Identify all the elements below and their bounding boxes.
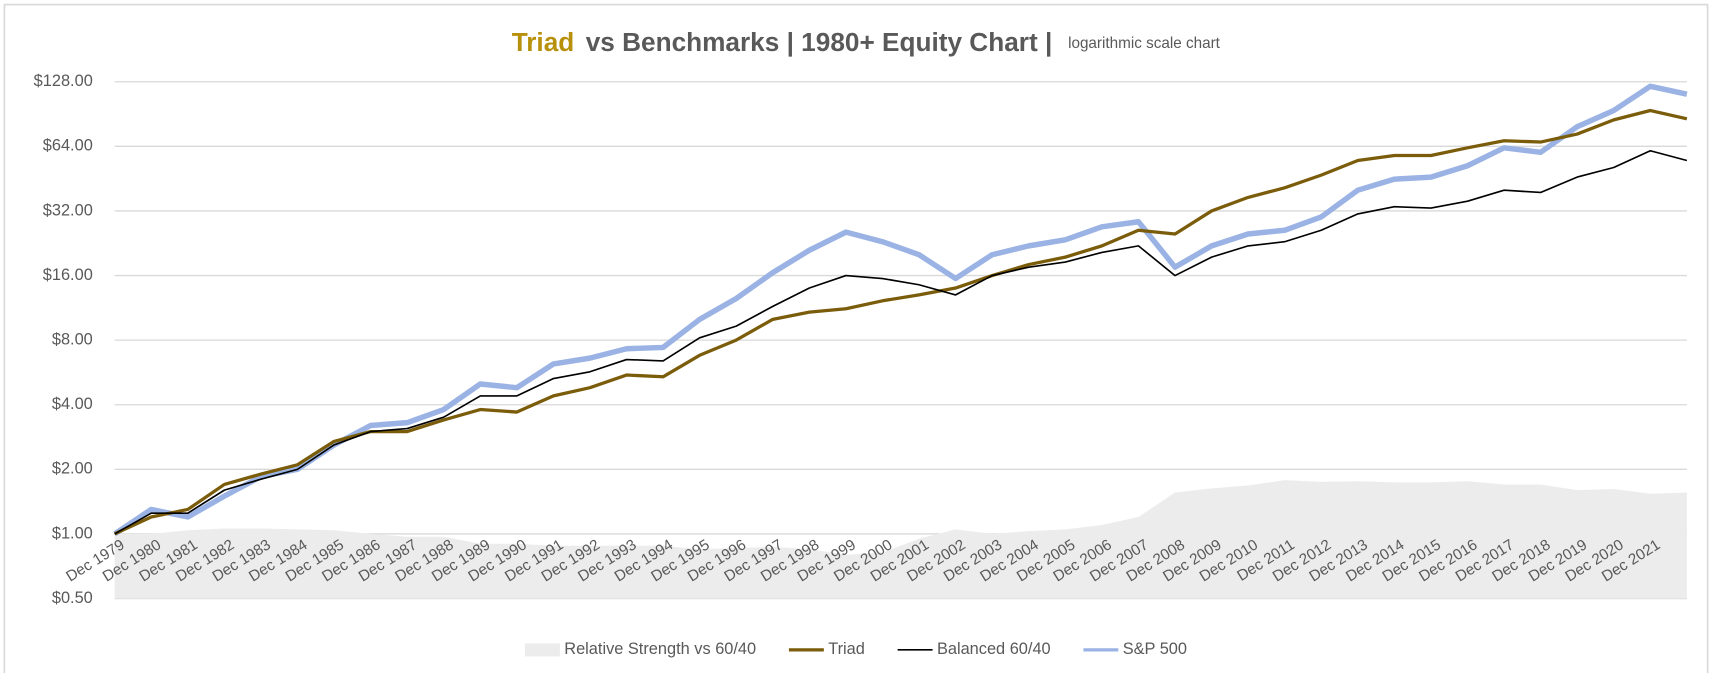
legend-swatch [524, 643, 560, 657]
subtitle: logarithmic scale chart [1068, 35, 1221, 52]
legend-label: Triad [828, 640, 865, 658]
line [113, 108, 1688, 536]
line [114, 149, 1688, 535]
area [114, 480, 1687, 599]
chart-title: Triad vs Benchmarks | 1980+ Equity Chart… [512, 27, 1221, 57]
y-tick-label: $2.00 [52, 460, 93, 478]
y-tick-label: $8.00 [52, 330, 93, 348]
y-tick-label: $4.00 [52, 395, 93, 413]
legend-label: Relative Strength vs 60/40 [564, 640, 756, 658]
legend-label: S&P 500 [1123, 640, 1187, 658]
y-tick-label: $16.00 [43, 266, 93, 284]
title-main: vs Benchmarks | 1980+ Equity Chart | [586, 27, 1053, 57]
legend: Relative Strength vs 60/40 Triad Balanced … [524, 640, 1187, 658]
frame [3, 3, 1709, 673]
y-tick-label: $128.00 [34, 72, 93, 90]
legend-label: Balanced 60/40 [937, 640, 1051, 658]
title-highlight: Triad [512, 27, 575, 57]
y-tick-label: $0.50 [52, 589, 93, 607]
line [113, 83, 1688, 537]
y-tick-label: $64.00 [43, 137, 93, 155]
y-tick-label: $1.00 [52, 524, 93, 542]
y-tick-label: $32.00 [43, 201, 93, 219]
